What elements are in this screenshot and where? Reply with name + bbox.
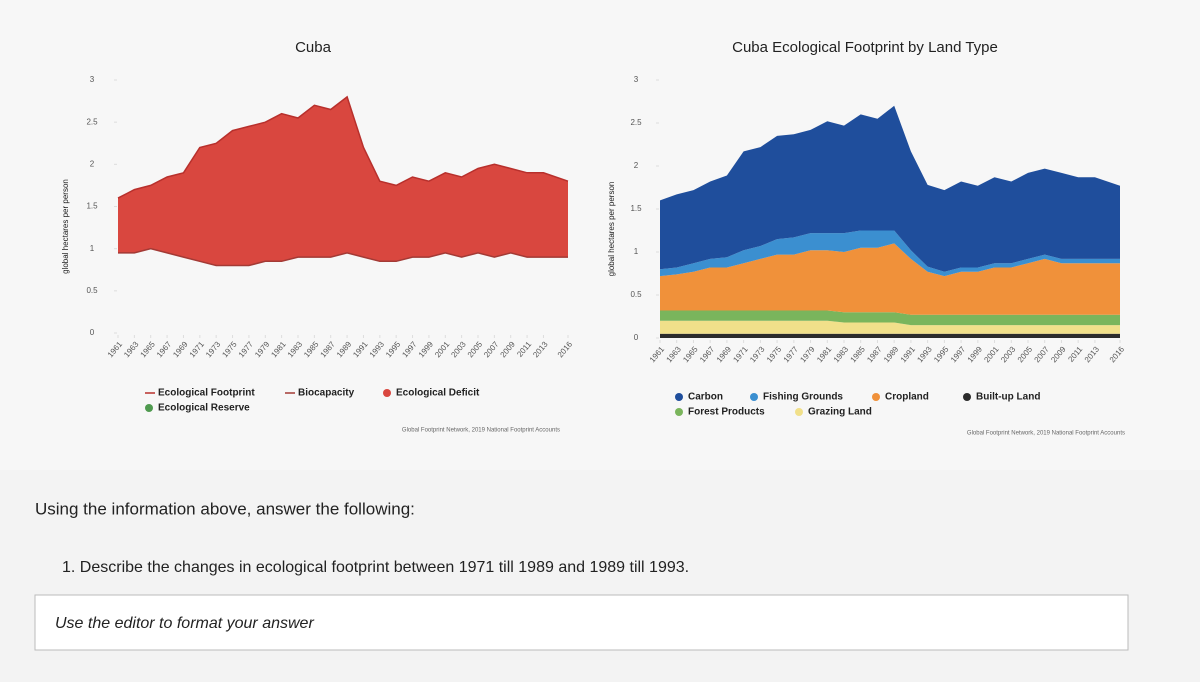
y-tick-label: 0.5 bbox=[86, 286, 98, 295]
y-tick-label: 0 bbox=[90, 328, 95, 337]
answer-editor[interactable] bbox=[34, 594, 1129, 651]
question-text: 1. Describe the changes in ecological fo… bbox=[62, 559, 689, 576]
legend-label: Grazing Land bbox=[808, 407, 872, 418]
legend-label: Fishing Grounds bbox=[763, 392, 843, 403]
legend-label: Biocapacity bbox=[298, 388, 355, 399]
legend-swatch bbox=[383, 389, 391, 397]
y-tick-label: 3 bbox=[90, 75, 95, 84]
legend-label: Carbon bbox=[688, 392, 723, 403]
stack-area bbox=[660, 105, 1120, 272]
legend-swatch bbox=[872, 393, 880, 401]
legend-swatch bbox=[675, 408, 683, 416]
stack-area bbox=[660, 333, 1120, 338]
legend-swatch bbox=[145, 404, 153, 412]
y-tick-label: 1.5 bbox=[630, 204, 642, 213]
legend-label: Ecological Footprint bbox=[158, 388, 255, 399]
legend-swatch bbox=[675, 393, 683, 401]
y-tick-label: 0.5 bbox=[630, 290, 642, 299]
legend-swatch bbox=[963, 393, 971, 401]
legend-swatch bbox=[750, 393, 758, 401]
y-tick-label: 2 bbox=[90, 159, 95, 168]
chart-title: Cuba Ecological Footprint by Land Type bbox=[732, 39, 998, 56]
source-note: Global Footprint Network, 2019 National … bbox=[402, 428, 560, 434]
y-tick-label: 3 bbox=[634, 75, 639, 84]
y-tick-label: 1.5 bbox=[86, 202, 98, 211]
y-tick-label: 0 bbox=[634, 333, 639, 342]
stack-area bbox=[660, 230, 1120, 277]
y-tick-label: 2.5 bbox=[86, 117, 98, 126]
y-axis-title: global hectares per person bbox=[61, 179, 70, 274]
series-line bbox=[117, 95, 569, 199]
series-line bbox=[118, 247, 568, 267]
stack-area bbox=[660, 243, 1120, 315]
legend-label: Forest Products bbox=[688, 407, 765, 418]
chart-title: Cuba bbox=[295, 39, 332, 56]
y-tick-label: 2 bbox=[634, 161, 639, 170]
y-tick-label: 1 bbox=[634, 247, 639, 256]
source-note: Global Footprint Network, 2019 National … bbox=[967, 431, 1125, 437]
legend-label: Built-up Land bbox=[976, 392, 1040, 403]
stack-area bbox=[660, 320, 1120, 334]
editor-placeholder[interactable]: Use the editor to format your answer bbox=[55, 615, 314, 632]
y-tick-label: 2.5 bbox=[630, 118, 642, 127]
legend-label: Ecological Reserve bbox=[158, 403, 250, 414]
legend-label: Cropland bbox=[885, 392, 929, 403]
deficit-fill bbox=[118, 96, 568, 266]
legend-label: Ecological Deficit bbox=[396, 388, 480, 399]
legend-swatch bbox=[795, 408, 803, 416]
y-tick-label: 1 bbox=[90, 244, 95, 253]
stack-area bbox=[660, 310, 1120, 326]
intro-text: Using the information above, answer the … bbox=[35, 499, 415, 518]
y-axis-title: global hectares per person bbox=[607, 182, 616, 277]
